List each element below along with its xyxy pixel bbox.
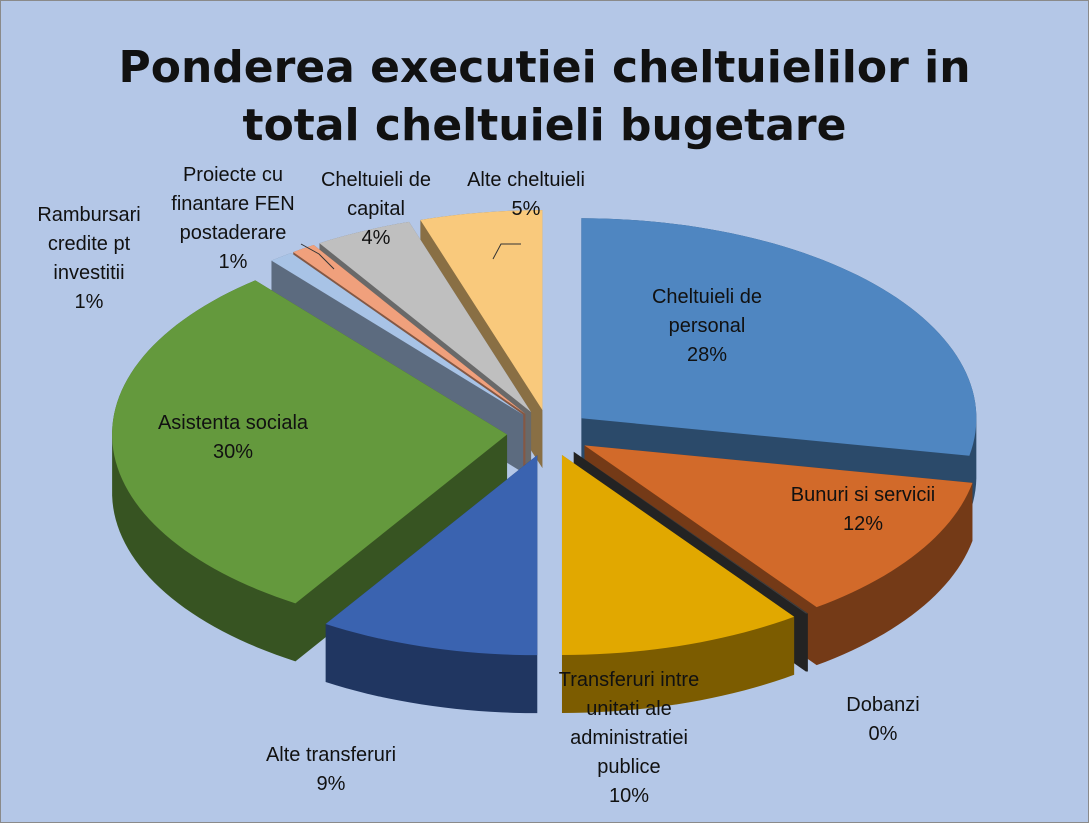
data-label: Asistenta sociala 30% bbox=[133, 409, 333, 467]
label-name: Transferuri intre unitati ale administra… bbox=[558, 669, 700, 778]
slice bbox=[561, 454, 795, 655]
data-label: Alte cheltuieli 5% bbox=[461, 166, 591, 224]
label-name: Cheltuieli de personal bbox=[651, 286, 763, 337]
slice bbox=[420, 210, 543, 411]
data-label: Rambursari credite pt investitii 1% bbox=[19, 201, 159, 317]
label-name: Proiecte cu finantare FEN postaderare bbox=[171, 164, 295, 244]
label-value: 0% bbox=[868, 723, 898, 745]
slice bbox=[319, 221, 532, 413]
leader-line bbox=[492, 243, 521, 260]
slice bbox=[573, 451, 808, 614]
label-value: 12% bbox=[842, 513, 884, 535]
slice bbox=[112, 280, 508, 604]
chart-title: Ponderea executiei cheltuielilor in tota… bbox=[118, 42, 971, 151]
label-name: Cheltuieli de capital bbox=[320, 169, 432, 220]
slice bbox=[581, 218, 977, 456]
data-label: Cheltuieli de capital 4% bbox=[306, 166, 446, 253]
data-label: Proiecte cu finantare FEN postaderare 1% bbox=[158, 161, 308, 277]
label-value: 10% bbox=[608, 785, 650, 807]
label-value: 4% bbox=[361, 227, 391, 249]
label-name: Alte transferuri bbox=[265, 744, 397, 766]
label-value: 1% bbox=[218, 251, 248, 273]
label-value: 1% bbox=[74, 291, 104, 313]
label-name: Bunuri si servicii bbox=[790, 484, 936, 506]
data-label: Dobanzi 0% bbox=[833, 691, 933, 749]
slice bbox=[325, 455, 538, 656]
label-name: Dobanzi bbox=[846, 694, 920, 716]
data-label: Cheltuieli de personal 28% bbox=[647, 283, 767, 370]
data-label: Bunuri si servicii 12% bbox=[763, 481, 963, 539]
slice bbox=[584, 445, 973, 608]
label-value: 30% bbox=[212, 441, 254, 463]
label-name: Alte cheltuieli bbox=[467, 169, 585, 191]
label-value: 5% bbox=[511, 198, 541, 220]
leader-line bbox=[300, 243, 335, 270]
slice bbox=[271, 252, 524, 415]
label-value: 9% bbox=[316, 773, 346, 795]
label-name: Rambursari credite pt investitii bbox=[37, 204, 141, 284]
label-value: 28% bbox=[686, 344, 728, 366]
slice bbox=[293, 245, 526, 414]
data-label: Alte transferuri 9% bbox=[241, 741, 421, 799]
data-label: Transferuri intre unitati ale administra… bbox=[544, 666, 714, 811]
label-name: Asistenta sociala bbox=[157, 412, 309, 434]
